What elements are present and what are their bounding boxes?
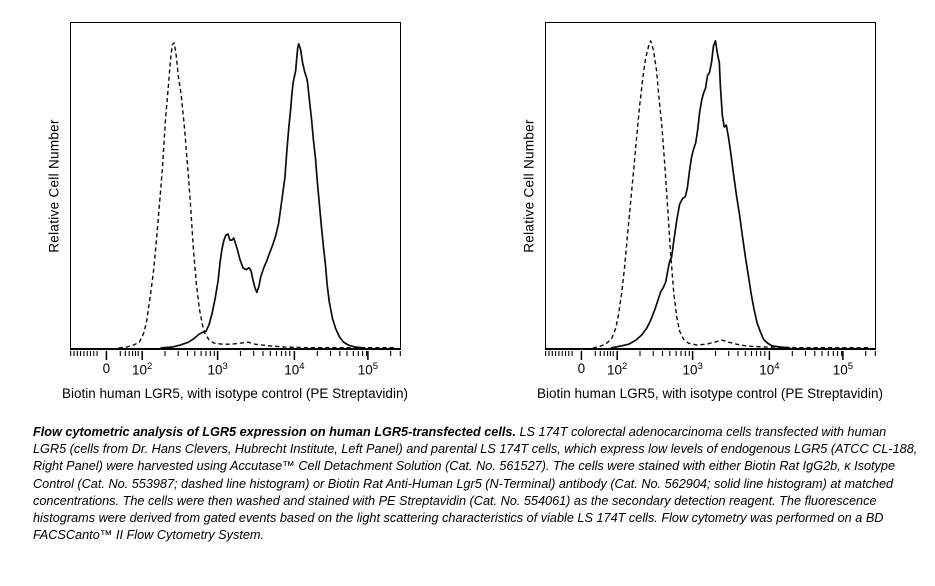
x-axis-tick-label: 105 — [357, 361, 379, 378]
solid-histogram-curve — [160, 42, 365, 348]
histogram-curves — [118, 42, 395, 348]
x-axis-tick-label: 104 — [759, 361, 780, 378]
x-axis-label: Biotin human LGR5, with isotype control … — [62, 386, 408, 401]
x-axis-label: Biotin human LGR5, with isotype control … — [537, 386, 883, 401]
histogram-curves — [592, 39, 869, 348]
x-axis-tick-label: 0 — [102, 361, 111, 376]
x-axis-tick-label: 0 — [577, 361, 586, 376]
solid-histogram-curve — [610, 39, 791, 348]
x-axis-tick-label: 104 — [284, 361, 305, 378]
dashed-histogram-curve — [592, 40, 869, 348]
x-axis-tick-label: 105 — [832, 361, 854, 378]
x-axis-tick-labels: 0 102 103 104 105 — [545, 361, 876, 381]
figure-caption: Flow cytometric analysis of LGR5 express… — [33, 424, 921, 544]
plot-area — [545, 22, 876, 350]
x-axis-ticks — [70, 350, 401, 360]
x-axis-tick-label: 102 — [131, 361, 153, 378]
flow-histogram-panel-right: Relative Cell Number 0 102 103 104 105 Bioti… — [475, 0, 935, 412]
caption-body: LS 174T colorectal adenocarcinoma cells … — [33, 425, 918, 543]
y-axis-label: Relative Cell Number — [521, 119, 537, 253]
plot-area — [70, 22, 401, 350]
x-axis-ticks — [545, 350, 876, 360]
flow-histogram-panel-left: Relative Cell Number 0 102 103 104 105 Bioti… — [0, 0, 470, 412]
x-axis-tick-labels: 0 102 103 104 105 — [70, 361, 401, 381]
dashed-histogram-curve — [118, 42, 395, 348]
x-axis-tick-label: 103 — [207, 361, 228, 378]
x-axis-tick-label: 103 — [682, 361, 703, 378]
y-axis-label: Relative Cell Number — [46, 119, 62, 253]
x-axis-tick-label: 102 — [606, 361, 628, 378]
caption-lead: Flow cytometric analysis of LGR5 express… — [33, 425, 516, 439]
